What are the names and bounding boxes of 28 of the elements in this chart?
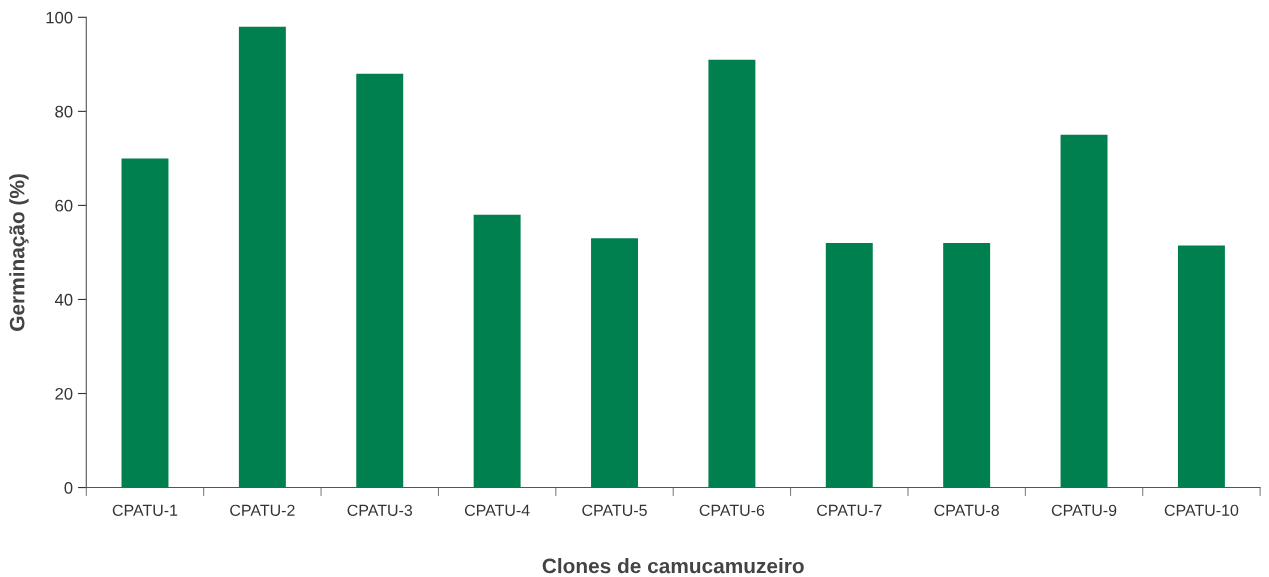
bar <box>238 26 286 488</box>
y-tick-label: 20 <box>55 387 73 400</box>
x-tick-label: CPATU-1 <box>112 504 178 516</box>
x-tick-label: CPATU-5 <box>582 504 647 516</box>
y-tick-label: 60 <box>55 199 73 212</box>
y-tick-label: 40 <box>54 293 73 306</box>
bar <box>591 238 638 488</box>
x-tick-label: CPATU-9 <box>1051 504 1117 516</box>
y-tick-label: 0 <box>64 481 73 494</box>
x-tick-label: CPATU-10 <box>1164 504 1239 516</box>
y-tick-label: 80 <box>55 105 73 118</box>
x-axis-title: Clones de camucamuzeiro <box>542 558 804 574</box>
bar <box>825 243 873 488</box>
bar <box>121 158 169 488</box>
x-tick-label: CPATU-2 <box>230 504 295 516</box>
bar <box>473 214 521 488</box>
x-tick-label: CPATU-3 <box>347 504 413 516</box>
y-tick-label: 100 <box>46 11 73 24</box>
x-tick-label: CPATU-7 <box>817 504 882 516</box>
bar <box>943 243 991 488</box>
bar <box>356 73 404 488</box>
bar <box>1177 245 1225 488</box>
x-tick-label: CPATU-6 <box>699 504 765 516</box>
x-tick-label: CPATU-8 <box>934 504 999 516</box>
bar <box>708 59 756 488</box>
y-axis-title: Germinação (%) <box>9 174 29 331</box>
x-tick-label: CPATU-4 <box>464 504 530 516</box>
bar <box>1060 134 1108 488</box>
